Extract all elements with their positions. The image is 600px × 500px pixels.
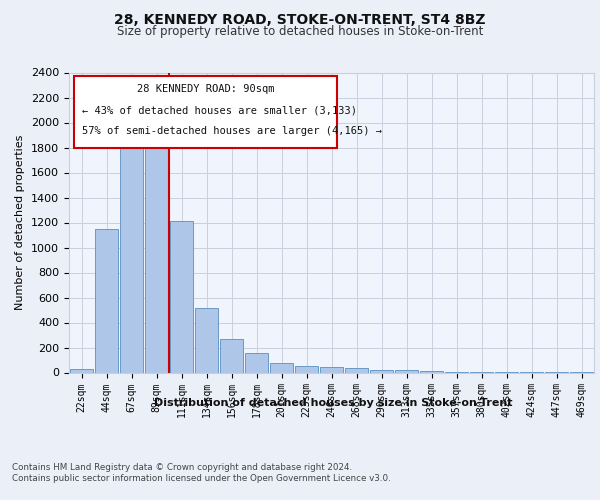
Bar [170,221,193,372]
Bar [70,369,94,372]
Bar [245,353,268,372]
Bar [344,368,368,372]
Bar [419,371,443,372]
Bar [320,367,343,372]
Bar [269,362,293,372]
Bar [220,340,244,372]
Bar [370,370,394,372]
Text: Contains public sector information licensed under the Open Government Licence v3: Contains public sector information licen… [12,474,391,483]
Text: 28 KENNEDY ROAD: 90sqm: 28 KENNEDY ROAD: 90sqm [137,84,274,94]
FancyBboxPatch shape [74,76,337,148]
Bar [95,229,118,372]
Text: Distribution of detached houses by size in Stoke-on-Trent: Distribution of detached houses by size … [154,398,512,407]
Bar [145,142,169,372]
Text: ← 43% of detached houses are smaller (3,133): ← 43% of detached houses are smaller (3,… [82,106,357,116]
Text: 57% of semi-detached houses are larger (4,165) →: 57% of semi-detached houses are larger (… [82,126,382,136]
Y-axis label: Number of detached properties: Number of detached properties [16,135,25,310]
Text: Size of property relative to detached houses in Stoke-on-Trent: Size of property relative to detached ho… [117,25,483,38]
Text: Contains HM Land Registry data © Crown copyright and database right 2024.: Contains HM Land Registry data © Crown c… [12,462,352,471]
Bar [194,308,218,372]
Bar [119,128,143,372]
Bar [395,370,418,372]
Text: 28, KENNEDY ROAD, STOKE-ON-TRENT, ST4 8BZ: 28, KENNEDY ROAD, STOKE-ON-TRENT, ST4 8B… [114,12,486,26]
Bar [295,366,319,372]
